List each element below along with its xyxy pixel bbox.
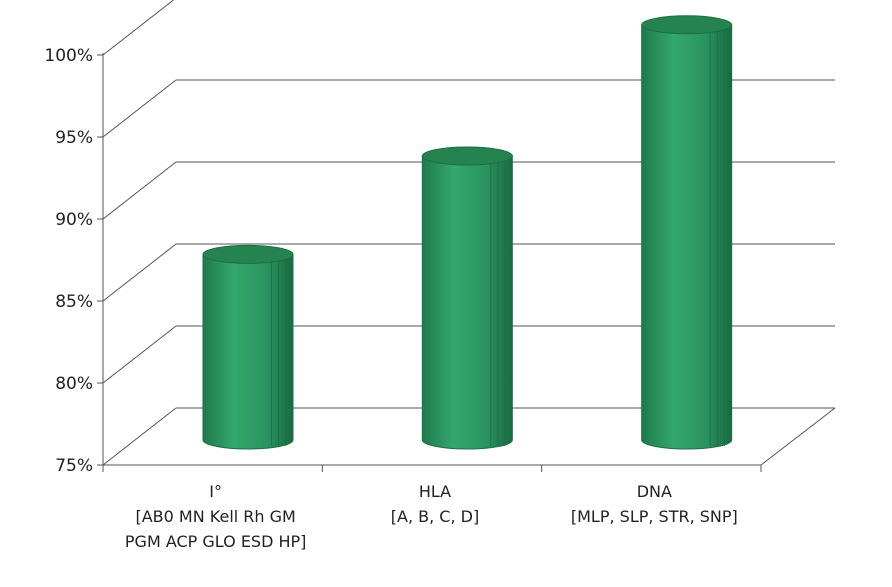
- y-tick-label: 100%: [44, 46, 93, 66]
- x-tick-label: [A, B, C, D]: [391, 507, 479, 526]
- bar-layer: [202, 15, 733, 450]
- x-tick-label: [AB0 MN Kell Rh GM: [135, 507, 295, 526]
- y-tick-label: 80%: [55, 374, 93, 394]
- bar-1: [421, 146, 513, 450]
- axis-layer: [97, 53, 762, 472]
- bar-2: [641, 15, 733, 450]
- floor-left-edge: [102, 407, 177, 466]
- y-tick-label: 75%: [55, 456, 93, 476]
- bar-body: [421, 155, 513, 450]
- bar-body: [641, 24, 733, 450]
- floor-right-edge: [760, 407, 836, 466]
- x-tick-label: I°: [209, 482, 222, 501]
- x-tick-label: PGM ACP GLO ESD HP]: [125, 532, 307, 551]
- bar-body: [202, 253, 294, 450]
- side-gridline-80: [102, 325, 177, 384]
- label-layer: 75% 80% 85% 90% 95% 100% I° [AB0 MN Kell Rh GM P…: [44, 46, 737, 551]
- bar-top: [641, 15, 733, 35]
- y-tick-label: 85%: [55, 292, 93, 312]
- x-tick-label: DNA: [637, 482, 672, 501]
- y-tick-label: 90%: [55, 210, 93, 230]
- side-gridline-95: [102, 79, 177, 138]
- x-tick-label: [MLP, SLP, STR, SNP]: [571, 507, 738, 526]
- x-tick-label: HLA: [419, 482, 451, 501]
- bar-0: [202, 244, 294, 450]
- side-gridline-100: [102, 0, 175, 56]
- side-gridline-85: [102, 243, 177, 302]
- bar-top: [202, 244, 294, 264]
- y-tick-label: 95%: [55, 128, 93, 148]
- side-gridline-90: [102, 161, 177, 220]
- bar-top: [421, 146, 513, 166]
